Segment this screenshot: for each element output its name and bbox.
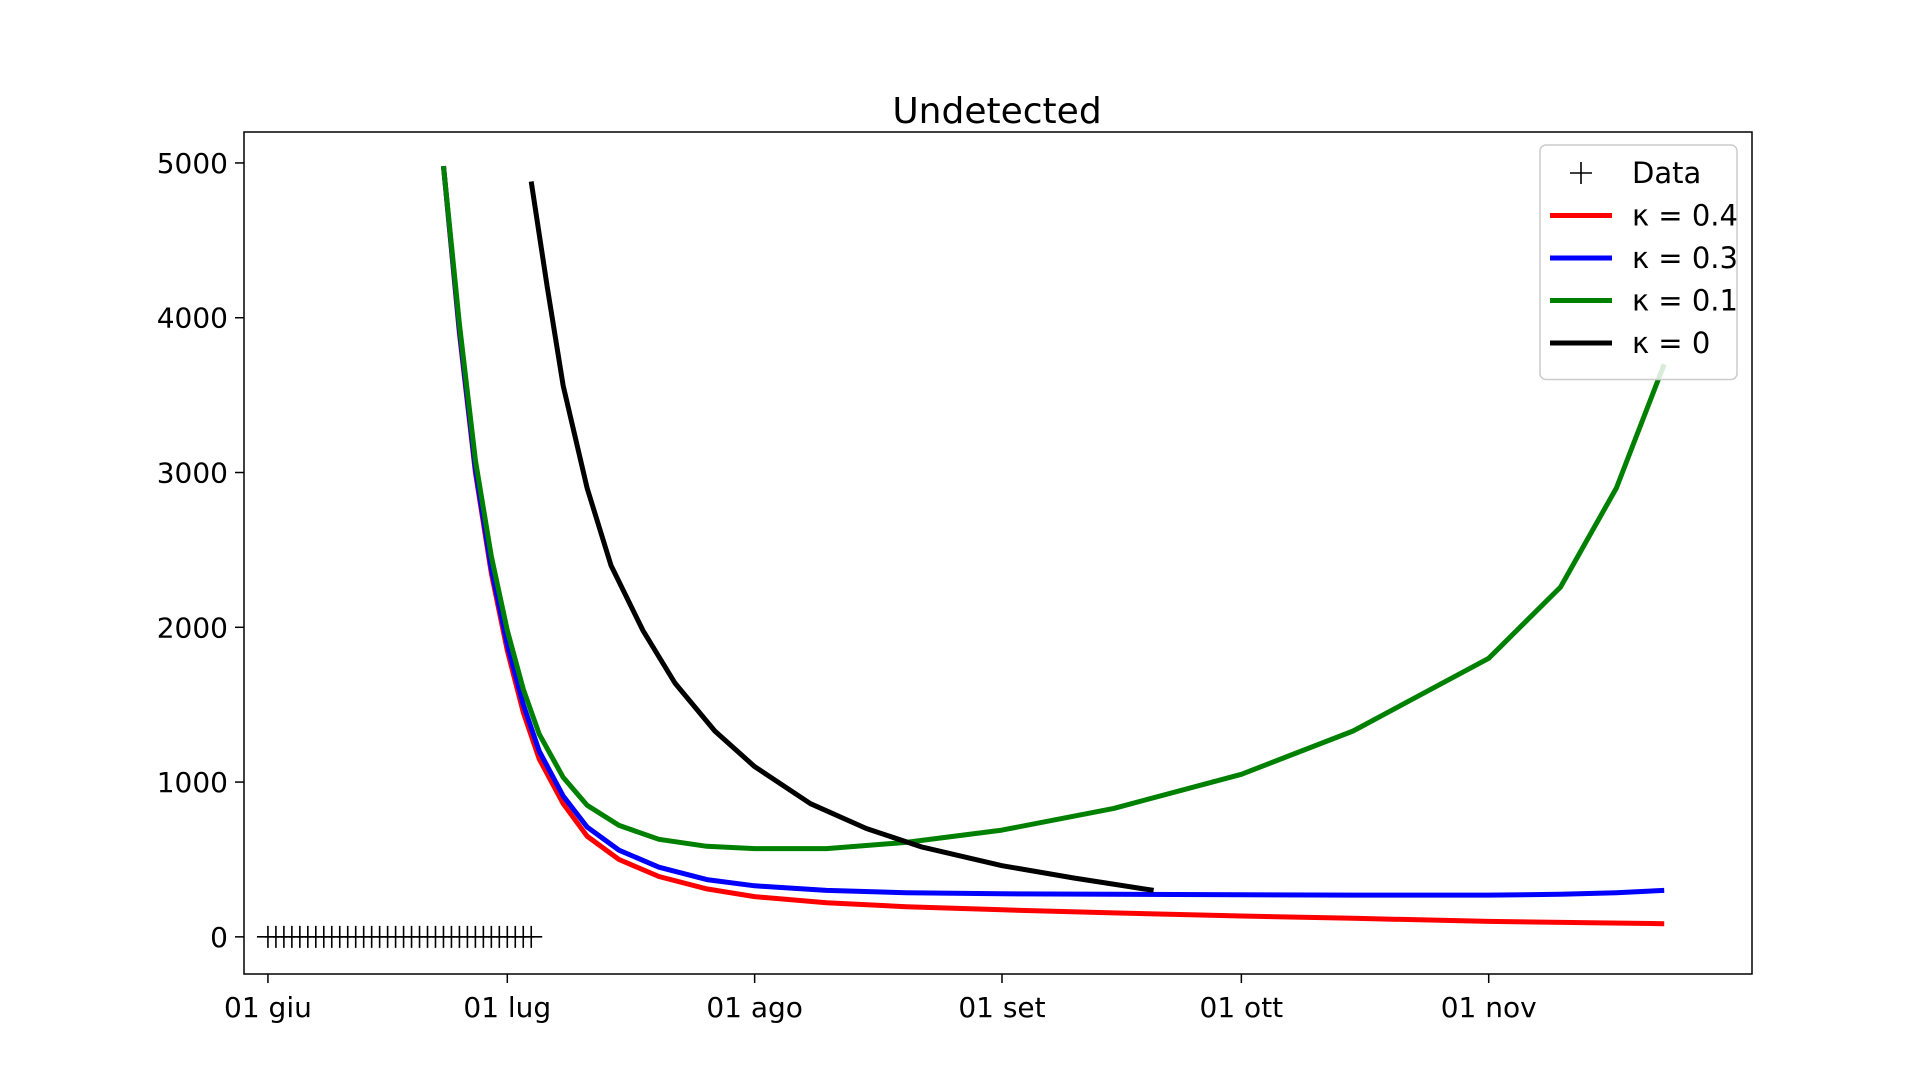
- series-line-kappa-0: [528, 181, 1154, 893]
- y-tick-label: 0: [210, 921, 228, 954]
- y-tick-label: 1000: [157, 766, 228, 799]
- legend-item-kappa-0: κ = 0: [1550, 326, 1710, 360]
- y-tick-label: 5000: [157, 147, 228, 180]
- data-point-33: [520, 925, 543, 948]
- axes: 01 giu 01 lug 01 ago 01 set 01 ott 01 nov 0 100…: [157, 131, 1753, 1024]
- legend: Data κ = 0.4 κ = 0.3 κ = 0.1 κ = 0: [1539, 144, 1738, 381]
- legend-item-kappa-0.3: κ = 0.3: [1550, 241, 1738, 275]
- legend-label: κ = 0: [1632, 326, 1710, 360]
- series-line-kappa-0.4: [441, 165, 1665, 927]
- legend-item-kappa-0.1: κ = 0.1: [1550, 284, 1738, 318]
- x-tick-label: 01 ott: [1200, 991, 1284, 1024]
- legend-label: κ = 0.3: [1632, 241, 1738, 275]
- legend-label: κ = 0.1: [1632, 284, 1738, 318]
- x-tick-label: 01 set: [958, 991, 1045, 1024]
- x-tick-label: 01 ago: [706, 991, 803, 1024]
- legend-item-data: Data: [1570, 156, 1701, 190]
- legend-label: Data: [1632, 156, 1701, 190]
- legend-label: κ = 0.4: [1632, 199, 1738, 233]
- series-line-kappa-0.3: [441, 165, 1665, 898]
- plot-area: [256, 165, 1667, 948]
- x-tick-label: 01 giu: [224, 991, 312, 1024]
- x-tick-label: 01 lug: [463, 991, 551, 1024]
- legend-item-kappa-0.4: κ = 0.4: [1550, 199, 1738, 233]
- y-tick-label: 4000: [157, 302, 228, 335]
- legend-swatch: [1570, 162, 1592, 184]
- plot-frame: [243, 131, 1753, 975]
- x-tick-label: 01 nov: [1441, 991, 1537, 1024]
- series-line-kappa-0.1: [441, 165, 1667, 852]
- legend-box: [1539, 144, 1738, 381]
- y-tick-label: 3000: [157, 457, 228, 490]
- y-tick-label: 2000: [157, 611, 228, 644]
- chart-title: Undetected: [892, 91, 1101, 132]
